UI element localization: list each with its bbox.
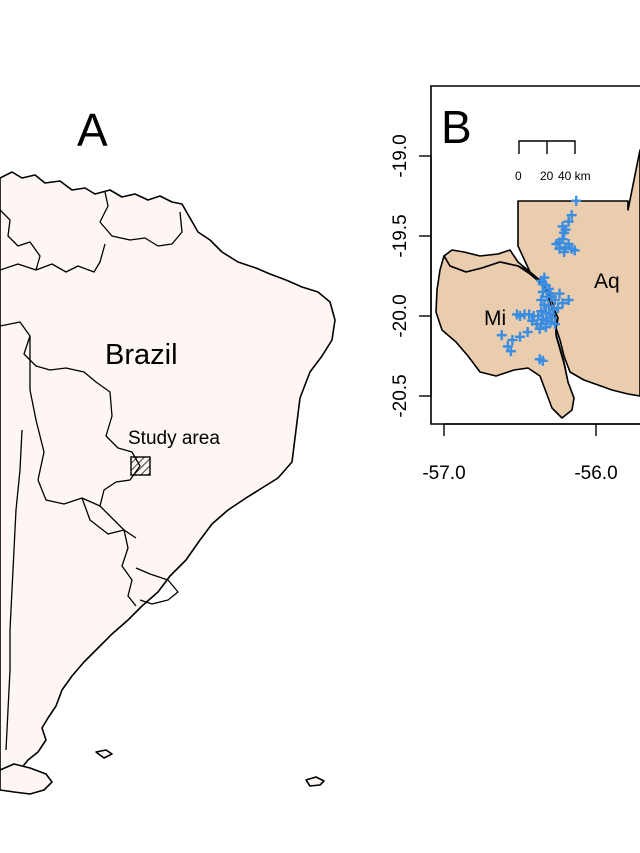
panel-b-plot-area xyxy=(435,149,640,419)
site-marker xyxy=(515,331,525,342)
site-marker xyxy=(557,221,568,232)
site-marker xyxy=(528,311,539,321)
x-tick-label: -56.0 xyxy=(574,463,617,484)
site-marker xyxy=(560,242,571,253)
panel-a-map: A Brazil Study area xyxy=(0,104,336,795)
y-tick-label: -20.0 xyxy=(390,294,411,337)
panel-a-letter: A xyxy=(77,104,108,156)
site-marker xyxy=(563,295,574,305)
y-tick-label: -19.5 xyxy=(390,214,411,257)
y-tick-label: -20.5 xyxy=(390,374,411,417)
site-marker xyxy=(559,247,570,257)
site-marker xyxy=(537,355,548,366)
tierra-del-fuego-island xyxy=(0,763,53,795)
country-border-colombia-brazil xyxy=(0,243,106,273)
country-label-brazil: Brazil xyxy=(105,339,178,371)
region-label-mi: Mi xyxy=(484,307,506,330)
south-america-landmass xyxy=(0,171,336,786)
site-marker xyxy=(545,317,556,328)
site-marker xyxy=(534,323,545,334)
panel-b-map: 0 20 40 km Aq Mi B -57.0 -56.0 -19.0 -19.5… xyxy=(390,85,640,484)
country-border-venezuela-guyana xyxy=(99,191,183,247)
falkland-island-west xyxy=(95,749,113,759)
site-marker xyxy=(536,275,547,286)
scale-label-40: 40 km xyxy=(558,169,591,183)
site-marker xyxy=(537,314,548,325)
site-marker xyxy=(559,227,570,238)
site-marker xyxy=(543,283,554,294)
country-border-uruguay xyxy=(135,567,179,605)
site-marker xyxy=(571,195,582,206)
site-marker xyxy=(539,299,550,310)
site-marker xyxy=(554,288,565,299)
site-marker xyxy=(540,307,551,318)
y-axis: -19.0 -19.5 -20.0 -20.5 xyxy=(390,134,432,418)
site-marker xyxy=(549,319,560,329)
site-marker xyxy=(557,298,568,309)
panel-b-letter: B xyxy=(441,101,472,153)
site-marker xyxy=(566,210,577,221)
site-marker xyxy=(496,330,507,341)
site-marker xyxy=(549,295,560,305)
site-marker xyxy=(542,291,553,302)
site-marker xyxy=(511,309,522,320)
x-tick-label: -57.0 xyxy=(422,463,465,484)
y-tick-label: -19.0 xyxy=(390,134,411,177)
site-marker xyxy=(537,287,548,297)
country-border-paraguay-argentina xyxy=(81,497,137,607)
region-miranda xyxy=(435,255,575,419)
scale-label-20: 20 xyxy=(540,169,554,183)
x-axis: -57.0 -56.0 xyxy=(422,423,640,484)
site-marker xyxy=(540,322,551,333)
site-marker xyxy=(507,335,518,345)
country-border-argentina-chile xyxy=(5,429,23,751)
country-border-colombia-venezuela xyxy=(0,209,41,271)
country-border-bolivia-paraguay xyxy=(29,336,101,507)
site-marker xyxy=(522,327,533,337)
site-marker xyxy=(505,346,516,357)
scale-bar-line xyxy=(518,140,576,154)
scale-bar: 0 20 40 km xyxy=(515,140,591,183)
study-area-marker xyxy=(130,456,151,476)
site-marker xyxy=(546,312,557,323)
site-marker xyxy=(563,216,574,227)
site-marker xyxy=(553,303,563,313)
sampling-sites-layer xyxy=(496,195,582,366)
region-label-aq: Aq xyxy=(594,270,620,293)
scale-label-0: 0 xyxy=(515,169,522,183)
falkland-island-east xyxy=(305,776,325,787)
site-marker xyxy=(569,245,580,256)
study-area-label: Study area xyxy=(128,428,220,449)
